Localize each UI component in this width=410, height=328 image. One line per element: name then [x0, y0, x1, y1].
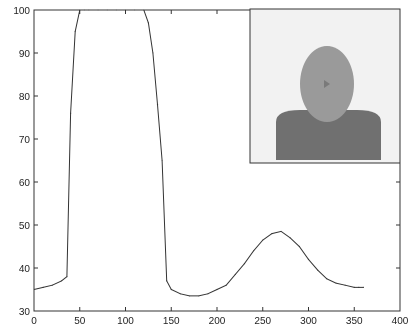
x-tick-label: 0	[31, 316, 37, 327]
x-tick-label: 100	[117, 316, 134, 327]
data-point	[51, 284, 53, 286]
data-point	[317, 269, 319, 271]
data-point	[353, 286, 355, 288]
y-tick-label: 90	[19, 49, 31, 60]
x-tick-label: 350	[346, 316, 363, 327]
data-point	[289, 237, 291, 239]
data-point	[106, 9, 108, 11]
data-point	[170, 288, 172, 291]
data-point	[243, 263, 246, 265]
y-axis-tick-labels: 30 40 50 60 70 80 90 100	[13, 6, 30, 318]
data-point	[74, 30, 76, 33]
y-tick-label: 100	[13, 6, 30, 17]
data-point	[79, 9, 81, 11]
x-tick-label: 200	[209, 316, 226, 327]
person-body-shape	[276, 110, 381, 160]
data-point	[156, 104, 159, 106]
y-tick-label: 60	[19, 178, 31, 189]
x-tick-label: 300	[300, 316, 317, 327]
data-point	[60, 280, 63, 282]
x-axis-tick-labels: 0 50 100 150 200 250 300 350 400	[31, 316, 409, 327]
data-point	[198, 295, 200, 297]
series-line	[33, 9, 364, 297]
data-point	[298, 245, 300, 248]
data-point	[335, 282, 337, 284]
data-point	[280, 230, 282, 233]
data-point	[33, 288, 35, 291]
person-silhouette-icon	[324, 80, 330, 88]
y-tick-label: 80	[19, 92, 31, 103]
data-point	[225, 284, 227, 286]
data-point	[42, 286, 44, 288]
x-tick-label: 150	[163, 316, 180, 327]
data-point	[262, 239, 264, 241]
data-point	[344, 284, 346, 286]
data-point	[362, 286, 364, 288]
data-point	[326, 278, 328, 280]
data-point	[147, 22, 149, 24]
data-point	[358, 286, 360, 288]
data-point	[253, 250, 255, 252]
data-point	[134, 9, 136, 11]
x-tick-label: 250	[254, 316, 271, 327]
data-point	[161, 159, 163, 162]
data-point	[88, 9, 90, 11]
data-point	[124, 9, 127, 11]
data-point	[179, 293, 181, 295]
y-tick-label: 50	[19, 221, 31, 232]
data-point	[307, 258, 310, 260]
data-point	[216, 288, 218, 291]
data-point	[66, 276, 68, 278]
data-point	[83, 9, 85, 11]
data-point	[207, 293, 209, 295]
y-tick-label: 70	[19, 135, 31, 146]
y-tick-label: 30	[19, 307, 31, 318]
data-point	[234, 273, 236, 276]
x-tick-label: 400	[392, 316, 409, 327]
series-points	[33, 9, 364, 297]
y-tick-label: 40	[19, 264, 31, 275]
inset-image	[249, 8, 401, 164]
data-point	[97, 9, 99, 11]
data-point	[143, 9, 145, 11]
x-tick-label: 50	[74, 316, 86, 327]
data-point	[70, 112, 72, 114]
data-point	[271, 233, 273, 235]
data-point	[152, 52, 154, 54]
data-point	[166, 280, 168, 282]
data-point	[188, 295, 191, 297]
data-point	[115, 9, 117, 11]
